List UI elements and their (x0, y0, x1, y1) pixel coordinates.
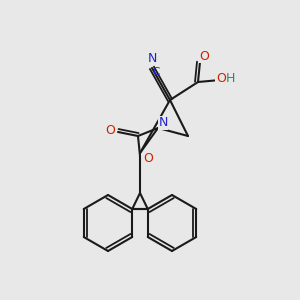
Text: O: O (199, 50, 209, 62)
Text: O: O (105, 124, 115, 136)
Text: H: H (225, 71, 235, 85)
Text: N: N (158, 116, 168, 130)
Text: O: O (143, 152, 153, 166)
Text: C: C (152, 67, 160, 77)
Text: O: O (216, 73, 226, 85)
Text: N: N (147, 52, 157, 65)
